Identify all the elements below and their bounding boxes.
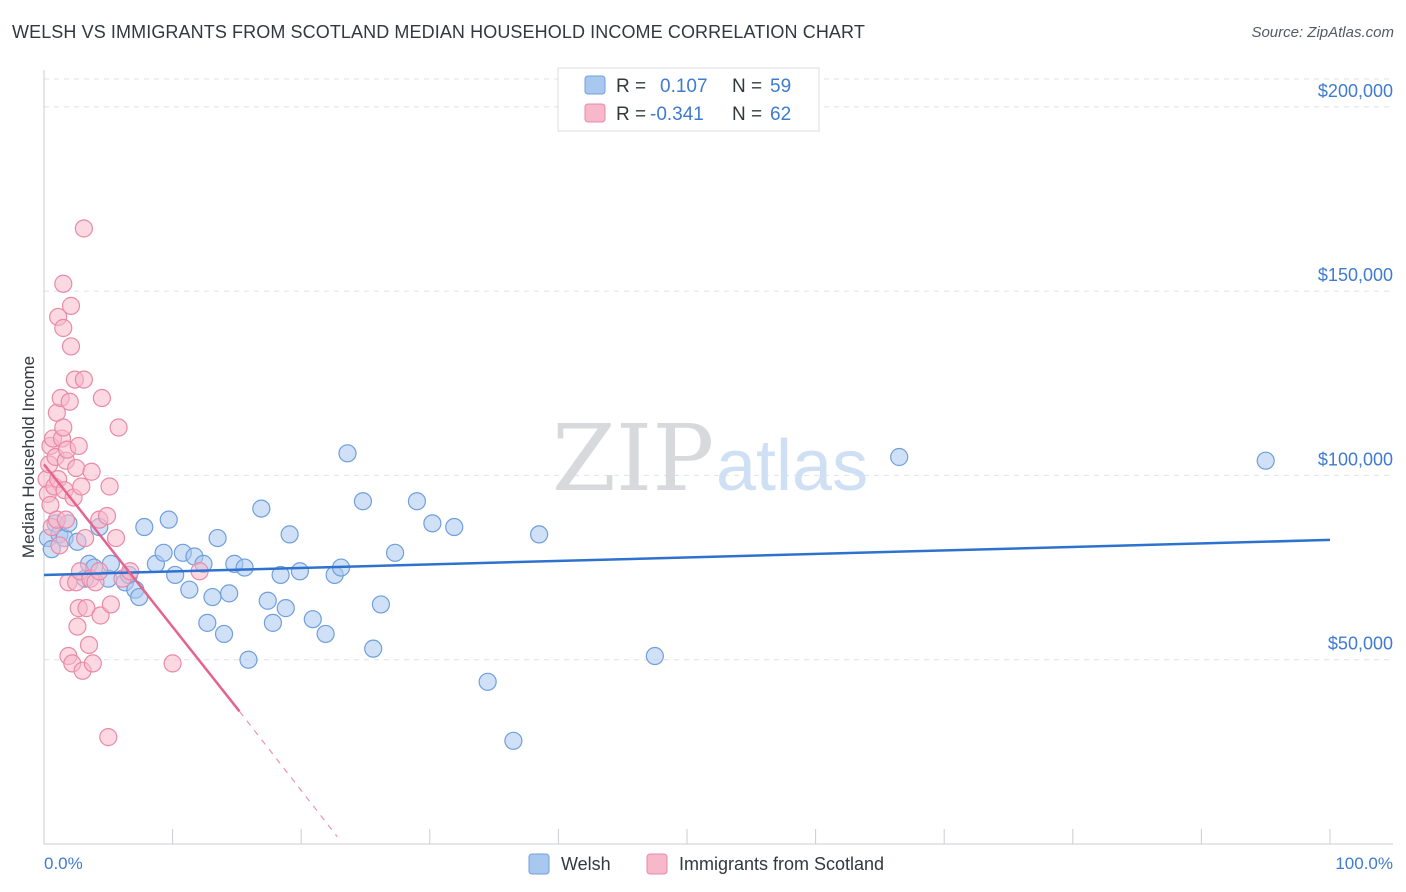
legend-label-scot: Immigrants from Scotland — [679, 854, 884, 874]
stats-r-value-welsh: 0.107 — [660, 76, 708, 97]
scot-point-54 — [99, 728, 118, 747]
x-tick-label-max: 100.0% — [1335, 854, 1393, 873]
y-tick-label-1: $100,000 — [1318, 449, 1393, 469]
scot-point-49 — [90, 562, 109, 581]
scot-point-53 — [100, 477, 119, 496]
welsh-point-36 — [263, 613, 283, 632]
welsh-point-48 — [371, 595, 391, 614]
welsh-point-34 — [252, 499, 271, 518]
scot-point-56 — [106, 528, 126, 548]
stats-n-label-scot: N = — [732, 104, 762, 125]
scot-point-13 — [50, 536, 69, 555]
welsh-point-53 — [478, 672, 497, 691]
y-axis-tick-labels: $50,000 $100,000 $150,000 $200,000 — [1318, 81, 1393, 654]
welsh-point-28 — [208, 528, 227, 548]
scot-point-25 — [60, 392, 79, 411]
welsh-point-40 — [290, 562, 310, 581]
stats-n-value-scot: 62 — [770, 104, 791, 125]
stats-swatch-welsh — [584, 75, 606, 95]
welsh-point-46 — [353, 492, 373, 511]
scot-point-27 — [61, 337, 81, 356]
welsh-point-47 — [364, 639, 383, 658]
welsh-point-55 — [530, 525, 549, 544]
stats-r-label-scot: R = — [616, 104, 646, 125]
chart-title: WELSH VS IMMIGRANTS FROM SCOTLAND MEDIAN… — [12, 22, 865, 42]
scot-trend-line — [43, 463, 241, 713]
scot-point-31 — [67, 458, 86, 478]
welsh-point-37 — [271, 565, 290, 585]
x-tick-label-min: 0.0% — [44, 854, 83, 873]
scot-point-21 — [56, 510, 75, 529]
scot-point-40 — [74, 370, 93, 389]
legend-swatch-welsh — [528, 853, 550, 875]
welsh-point-35 — [258, 591, 277, 610]
welsh-point-50 — [407, 492, 427, 511]
legend-label-welsh: Welsh — [561, 854, 611, 874]
scot-point-18 — [54, 418, 73, 437]
welsh-point-17 — [135, 517, 154, 537]
legend-swatch-scot — [646, 853, 668, 875]
scot-point-57 — [109, 418, 128, 437]
stats-n-label-welsh: N = — [732, 76, 762, 97]
welsh-point-33 — [239, 650, 258, 669]
welsh-point-58 — [1256, 451, 1275, 470]
welsh-point-54 — [504, 731, 523, 750]
welsh-point-38 — [276, 599, 295, 618]
welsh-point-21 — [166, 565, 185, 585]
series-legend: Welsh Immigrants from Scotland — [528, 853, 884, 875]
welsh-point-51 — [423, 514, 442, 533]
scot-point-41 — [76, 528, 95, 548]
scot-point-17 — [54, 318, 73, 338]
scot-point-60 — [163, 654, 182, 673]
welsh-point-39 — [280, 525, 299, 544]
welsh-point-45 — [338, 444, 357, 463]
welsh-point-52 — [445, 517, 464, 537]
welsh-point-27 — [203, 587, 222, 607]
scot-point-45 — [82, 462, 101, 481]
welsh-point-23 — [180, 580, 199, 599]
welsh-point-29 — [214, 624, 234, 644]
x-axis-tick-marks — [43, 829, 1331, 844]
source-credit: Source: ZipAtlas.com — [1251, 24, 1394, 41]
welsh-point-30 — [220, 584, 239, 603]
scot-point-52 — [97, 506, 117, 526]
scot-trend-line-extension — [238, 710, 338, 837]
scot-point-51 — [92, 388, 111, 408]
welsh-point-32 — [235, 558, 254, 577]
scot-point-39 — [74, 219, 93, 238]
y-tick-label-0: $50,000 — [1328, 634, 1393, 654]
welsh-point-49 — [385, 543, 405, 562]
trend-lines — [43, 463, 1331, 837]
welsh-point-42 — [316, 624, 335, 644]
stats-swatch-scot — [584, 103, 606, 123]
y-tick-label-2: $150,000 — [1318, 265, 1393, 285]
scotland-points — [37, 219, 209, 747]
watermark: ZIP atlas — [552, 405, 868, 512]
welsh-point-19 — [154, 543, 173, 562]
scot-point-46 — [83, 654, 102, 673]
welsh-trend-line — [43, 538, 1331, 577]
welsh-point-26 — [198, 613, 217, 632]
welsh-point-57 — [890, 447, 909, 467]
watermark-atlas: atlas — [716, 426, 868, 506]
scot-point-34 — [69, 436, 88, 456]
scot-point-26 — [61, 296, 81, 315]
scot-point-37 — [72, 477, 91, 496]
scot-point-43 — [79, 635, 99, 655]
scot-point-33 — [68, 617, 87, 636]
welsh-point-20 — [159, 510, 178, 529]
y-tick-label-3: $200,000 — [1318, 81, 1393, 101]
scot-point-42 — [77, 599, 96, 618]
scot-point-16 — [54, 274, 73, 293]
welsh-point-41 — [303, 610, 322, 629]
stats-r-value-scot: -0.341 — [650, 104, 704, 125]
watermark-zip: ZIP — [552, 405, 714, 512]
stats-r-label-welsh: R = — [616, 76, 646, 97]
stats-n-value-welsh: 59 — [770, 76, 791, 97]
scot-point-55 — [101, 595, 120, 614]
y-axis-title: Median Household Income — [19, 356, 38, 558]
stats-legend: R = 0.107 N = 59 R = -0.341 N = 62 — [557, 67, 820, 132]
welsh-point-56 — [645, 646, 664, 666]
